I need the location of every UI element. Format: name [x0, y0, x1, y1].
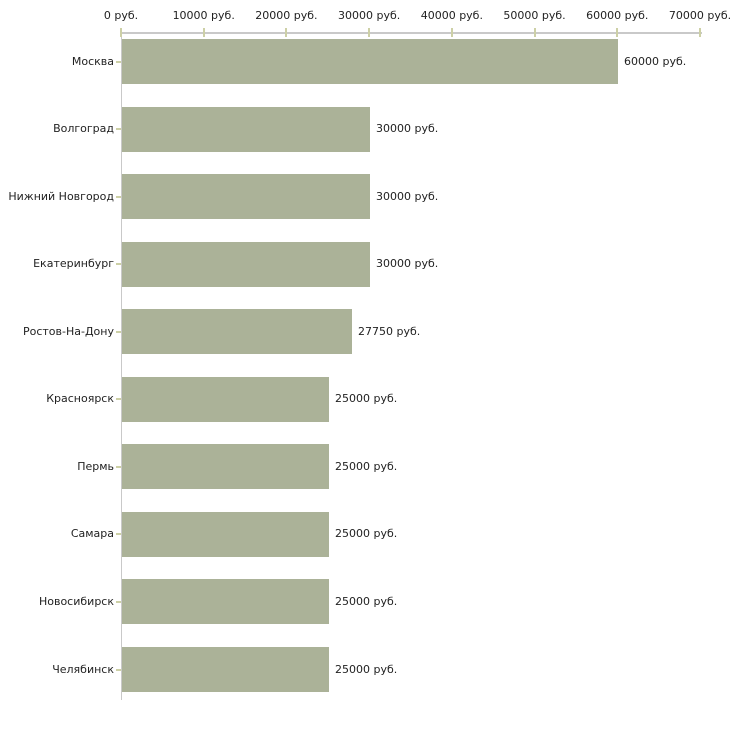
category-label: Екатеринбург	[33, 257, 114, 271]
bar	[122, 647, 329, 693]
category-label: Самара	[70, 527, 114, 541]
category-tick	[116, 263, 121, 266]
category-label: Новосибирск	[38, 594, 114, 608]
bar	[122, 444, 329, 490]
y-axis-line	[121, 32, 122, 700]
x-axis-tick-label: 70000 руб.	[668, 9, 730, 22]
category-label: Пермь	[77, 459, 114, 473]
category-label: Ростов-На-Дону	[22, 324, 114, 338]
bar	[122, 174, 370, 220]
x-axis-tick-label: 60000 руб.	[586, 9, 649, 22]
value-label: 30000 руб.	[376, 189, 439, 203]
value-label: 25000 руб.	[335, 594, 398, 608]
value-label: 30000 руб.	[376, 122, 439, 136]
x-axis-tick	[616, 28, 619, 37]
x-axis-tick	[699, 28, 701, 37]
x-axis-tick-label: 30000 руб.	[338, 9, 401, 22]
x-axis-tick	[533, 28, 536, 37]
category-tick	[116, 195, 121, 198]
category-tick	[116, 465, 121, 468]
value-label: 30000 руб.	[376, 257, 439, 271]
x-axis-tick-label: 40000 руб.	[420, 9, 483, 22]
bar	[122, 39, 618, 84]
category-label: Волгоград	[53, 122, 114, 136]
bar	[122, 579, 329, 625]
x-axis-tick	[285, 28, 288, 37]
category-tick	[116, 668, 121, 671]
category-label: Нижний Новгород	[8, 189, 114, 203]
category-tick	[116, 128, 121, 131]
category-tick	[116, 600, 121, 603]
x-axis-tick-label: 0 руб.	[103, 9, 139, 22]
value-label: 27750 руб.	[358, 324, 421, 338]
value-label: 25000 руб.	[335, 459, 398, 473]
x-axis-tick	[202, 28, 205, 37]
category-tick	[116, 330, 121, 333]
value-label: 25000 руб.	[335, 392, 398, 406]
value-label: 25000 руб.	[335, 662, 398, 676]
category-label: Челябинск	[52, 662, 114, 676]
category-label: Москва	[71, 54, 114, 68]
bar	[122, 376, 329, 422]
x-axis-tick	[120, 28, 122, 37]
category-tick	[116, 533, 121, 536]
x-axis-tick	[368, 28, 371, 37]
value-label: 25000 руб.	[335, 527, 398, 541]
x-axis-tick-label: 50000 руб.	[503, 9, 566, 22]
bar	[122, 241, 370, 287]
category-tick	[116, 398, 121, 401]
category-tick	[116, 60, 121, 63]
x-axis-tick-label: 20000 руб.	[255, 9, 318, 22]
bar	[122, 309, 352, 355]
x-axis-tick-label: 10000 руб.	[172, 9, 235, 22]
value-label: 60000 руб.	[624, 54, 687, 68]
bar	[122, 511, 329, 557]
category-label: Красноярск	[46, 392, 114, 406]
bar	[122, 106, 370, 152]
x-axis-tick	[450, 28, 453, 37]
x-axis-line	[121, 32, 702, 34]
